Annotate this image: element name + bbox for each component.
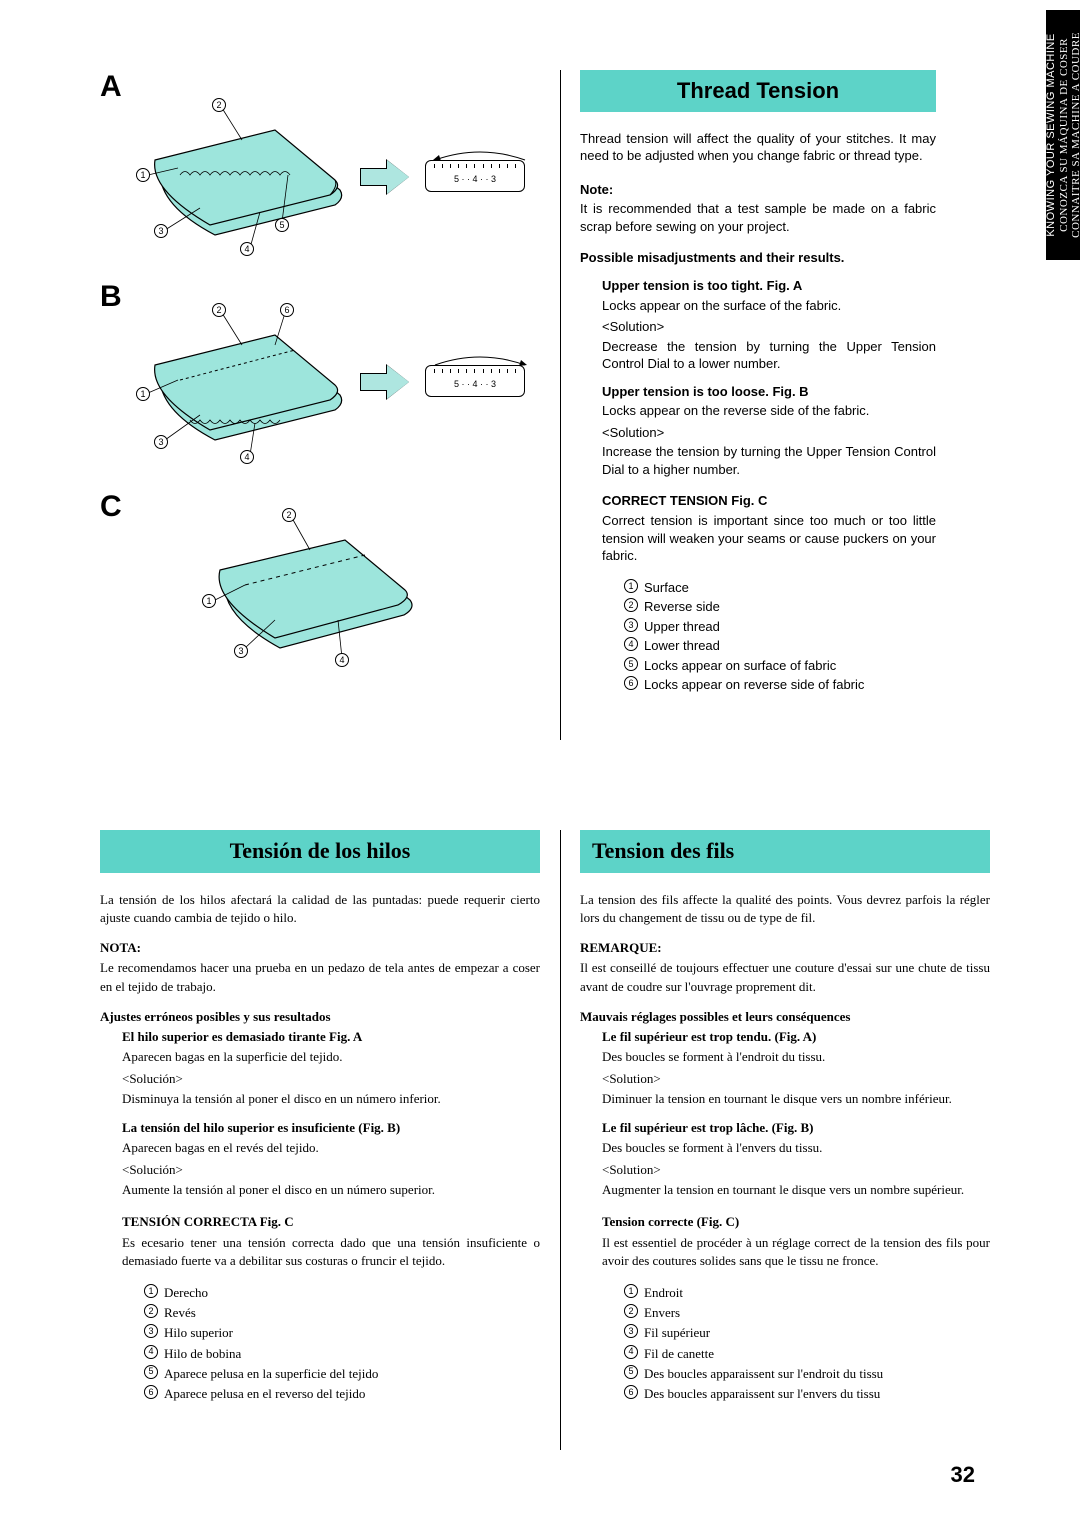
correct-heading-en: CORRECT TENSION Fig. C bbox=[602, 493, 767, 508]
figure-c-letter: C bbox=[100, 490, 122, 524]
loose-solution-es: Aumente la tensión al poner el disco en … bbox=[122, 1181, 540, 1199]
loose-body-es: Aparecen bagas en el revés del tejido. bbox=[122, 1139, 540, 1157]
correct-body-en: Correct tension is important since too m… bbox=[602, 512, 936, 565]
tight-body-es: Aparecen bagas en la superficie del teji… bbox=[122, 1048, 540, 1066]
french-section: Tension des fils La tension des fils aff… bbox=[580, 830, 990, 1405]
tight-solution-es: Disminuya la tensión al poner el disco e… bbox=[122, 1090, 540, 1108]
note-label-es: NOTA: bbox=[100, 940, 141, 955]
correct-body-es: Es ecesario tener una tensión correcta d… bbox=[122, 1234, 540, 1270]
loose-body-fr: Des boucles se forment à l'envers du tis… bbox=[602, 1139, 990, 1157]
misadj-heading-fr: Mauvais réglages possibles et leurs cons… bbox=[580, 1009, 850, 1024]
heading-en: Thread Tension bbox=[580, 70, 936, 112]
intro-en: Thread tension will affect the quality o… bbox=[580, 130, 936, 165]
column-divider-top bbox=[560, 70, 561, 740]
tight-heading-fr: Le fil supérieur est trop tendu. (Fig. A… bbox=[602, 1029, 816, 1044]
loose-solution-fr: Augmenter la tension en tournant le disq… bbox=[602, 1181, 990, 1199]
tab-es: CONOZCA SU MÁQUINA DE COSER bbox=[1058, 32, 1071, 238]
arrow-icon bbox=[360, 160, 410, 194]
loose-heading-fr: Le fil supérieur est trop lâche. (Fig. B… bbox=[602, 1120, 813, 1135]
correct-heading-es: TENSIÓN CORRECTA Fig. C bbox=[122, 1214, 294, 1229]
loose-heading-es: La tensión del hilo superior es insufici… bbox=[122, 1120, 400, 1135]
tab-fr: CONNAITRE SA MACHINE A COUDRE bbox=[1070, 32, 1080, 238]
solution-label-es: <Solución> bbox=[122, 1070, 540, 1088]
note-label-en: Note: bbox=[580, 182, 613, 197]
figure-b-letter: B bbox=[100, 280, 122, 314]
legend-fr: 1Endroit 2Envers 3Fil supérieur 4Fil de … bbox=[602, 1284, 990, 1403]
tab-en: KNOWING YOUR SEWING MACHINE bbox=[1045, 32, 1058, 238]
spanish-section: Tensión de los hilos La tensión de los h… bbox=[100, 830, 540, 1405]
tight-body-en: Locks appear on the surface of the fabri… bbox=[602, 297, 936, 315]
tight-solution-en: Decrease the tension by turning the Uppe… bbox=[602, 338, 936, 373]
figure-a: 2 1 3 4 5 5 · · 4 · · 3 bbox=[130, 90, 530, 270]
tight-solution-fr: Diminuer la tension en tournant le disqu… bbox=[602, 1090, 990, 1108]
solution-label-fr: <Solution> bbox=[602, 1070, 990, 1088]
chapter-side-tab: KNOWING YOUR SEWING MACHINE CONOZCA SU M… bbox=[1046, 10, 1080, 260]
dial-b: 5 · · 4 · · 3 bbox=[425, 365, 525, 397]
figure-a-letter: A bbox=[100, 70, 122, 104]
figure-c: 2 1 3 4 bbox=[190, 500, 450, 680]
correct-heading-fr: Tension correcte (Fig. C) bbox=[602, 1214, 739, 1229]
tight-heading-en: Upper tension is too tight. Fig. A bbox=[602, 278, 802, 293]
misadj-heading-en: Possible misadjustments and their result… bbox=[580, 250, 844, 265]
loose-solution-en: Increase the tension by turning the Uppe… bbox=[602, 443, 936, 478]
note-body-fr: Il est conseillé de toujours effectuer u… bbox=[580, 959, 990, 995]
heading-fr: Tension des fils bbox=[580, 830, 990, 873]
solution-label-en2: <Solution> bbox=[602, 424, 936, 442]
legend-en: 1Surface 2Reverse side 3Upper thread 4Lo… bbox=[602, 579, 936, 694]
intro-es: La tensión de los hilos afectará la cali… bbox=[100, 891, 540, 927]
figure-b: 2 6 1 3 4 5 · · 4 · · 3 bbox=[130, 295, 530, 475]
correct-body-fr: Il est essentiel de procéder à un réglag… bbox=[602, 1234, 990, 1270]
intro-fr: La tension des fils affecte la qualité d… bbox=[580, 891, 990, 927]
page-number: 32 bbox=[951, 1462, 975, 1488]
column-divider-bottom bbox=[560, 830, 561, 1450]
tight-heading-es: El hilo superior es demasiado tirante Fi… bbox=[122, 1029, 362, 1044]
note-body-es: Le recomendamos hacer una prueba en un p… bbox=[100, 959, 540, 995]
note-label-fr: REMARQUE: bbox=[580, 940, 662, 955]
tight-body-fr: Des boucles se forment à l'endroit du ti… bbox=[602, 1048, 990, 1066]
solution-label-en: <Solution> bbox=[602, 318, 936, 336]
arrow-icon bbox=[360, 365, 410, 399]
dial-a: 5 · · 4 · · 3 bbox=[425, 160, 525, 192]
note-body-en: It is recommended that a test sample be … bbox=[580, 200, 936, 235]
solution-label-fr2: <Solution> bbox=[602, 1161, 990, 1179]
legend-es: 1Derecho 2Revés 3Hilo superior 4Hilo de … bbox=[122, 1284, 540, 1403]
english-section: Thread Tension Thread tension will affec… bbox=[580, 70, 936, 696]
figures-column: A 2 1 3 4 5 bbox=[100, 70, 540, 750]
dial-text: 5 · · 4 · · 3 bbox=[454, 174, 496, 184]
misadj-heading-es: Ajustes erróneos posibles y sus resultad… bbox=[100, 1009, 331, 1024]
loose-body-en: Locks appear on the reverse side of the … bbox=[602, 402, 936, 420]
heading-es: Tensión de los hilos bbox=[100, 830, 540, 873]
loose-heading-en: Upper tension is too loose. Fig. B bbox=[602, 384, 809, 399]
solution-label-es2: <Solución> bbox=[122, 1161, 540, 1179]
dial-text: 5 · · 4 · · 3 bbox=[454, 379, 496, 389]
